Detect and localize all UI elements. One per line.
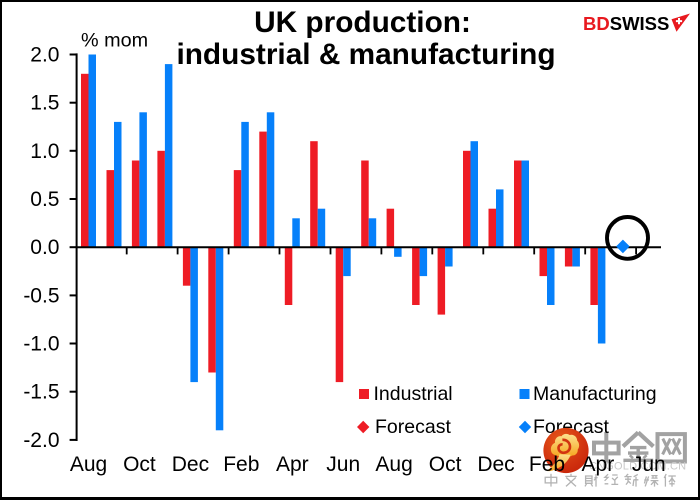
svg-text:Jun: Jun: [326, 453, 360, 476]
svg-text:-1.5: -1.5: [23, 381, 59, 404]
svg-text:Feb: Feb: [529, 453, 565, 476]
svg-text:Dec: Dec: [477, 453, 514, 476]
svg-text:2.0: 2.0: [30, 44, 59, 67]
svg-text:-1.0: -1.0: [23, 333, 59, 356]
svg-text:Oct: Oct: [429, 453, 462, 476]
svg-text:% mom: % mom: [81, 30, 148, 52]
svg-text:Feb: Feb: [223, 453, 259, 476]
svg-text:Manufacturing: Manufacturing: [533, 383, 657, 405]
svg-text:1.0: 1.0: [30, 140, 59, 163]
svg-text:0.5: 0.5: [30, 188, 59, 211]
svg-text:Jun: Jun: [632, 453, 666, 476]
svg-text:Apr: Apr: [582, 453, 615, 476]
svg-text:Dec: Dec: [172, 453, 209, 476]
svg-text:Apr: Apr: [276, 453, 309, 476]
svg-text:Forecast: Forecast: [533, 416, 609, 438]
svg-text:BDSWISS: BDSWISS: [583, 13, 669, 34]
svg-text:1.5: 1.5: [30, 92, 59, 115]
svg-text:Forecast: Forecast: [375, 416, 451, 438]
svg-text:CNGOLD.COM.CN: CNGOLD.COM.CN: [589, 461, 686, 473]
svg-text:0.0: 0.0: [30, 236, 59, 259]
svg-text:Aug: Aug: [70, 453, 107, 476]
svg-text:UK production:: UK production:: [254, 6, 471, 39]
svg-text:Aug: Aug: [375, 453, 412, 476]
svg-text:Industrial: Industrial: [374, 383, 453, 405]
svg-text:Oct: Oct: [123, 453, 156, 476]
svg-text:-2.0: -2.0: [23, 429, 59, 452]
svg-text:-0.5: -0.5: [23, 284, 59, 307]
svg-text:industrial & manufacturing: industrial & manufacturing: [176, 38, 555, 71]
